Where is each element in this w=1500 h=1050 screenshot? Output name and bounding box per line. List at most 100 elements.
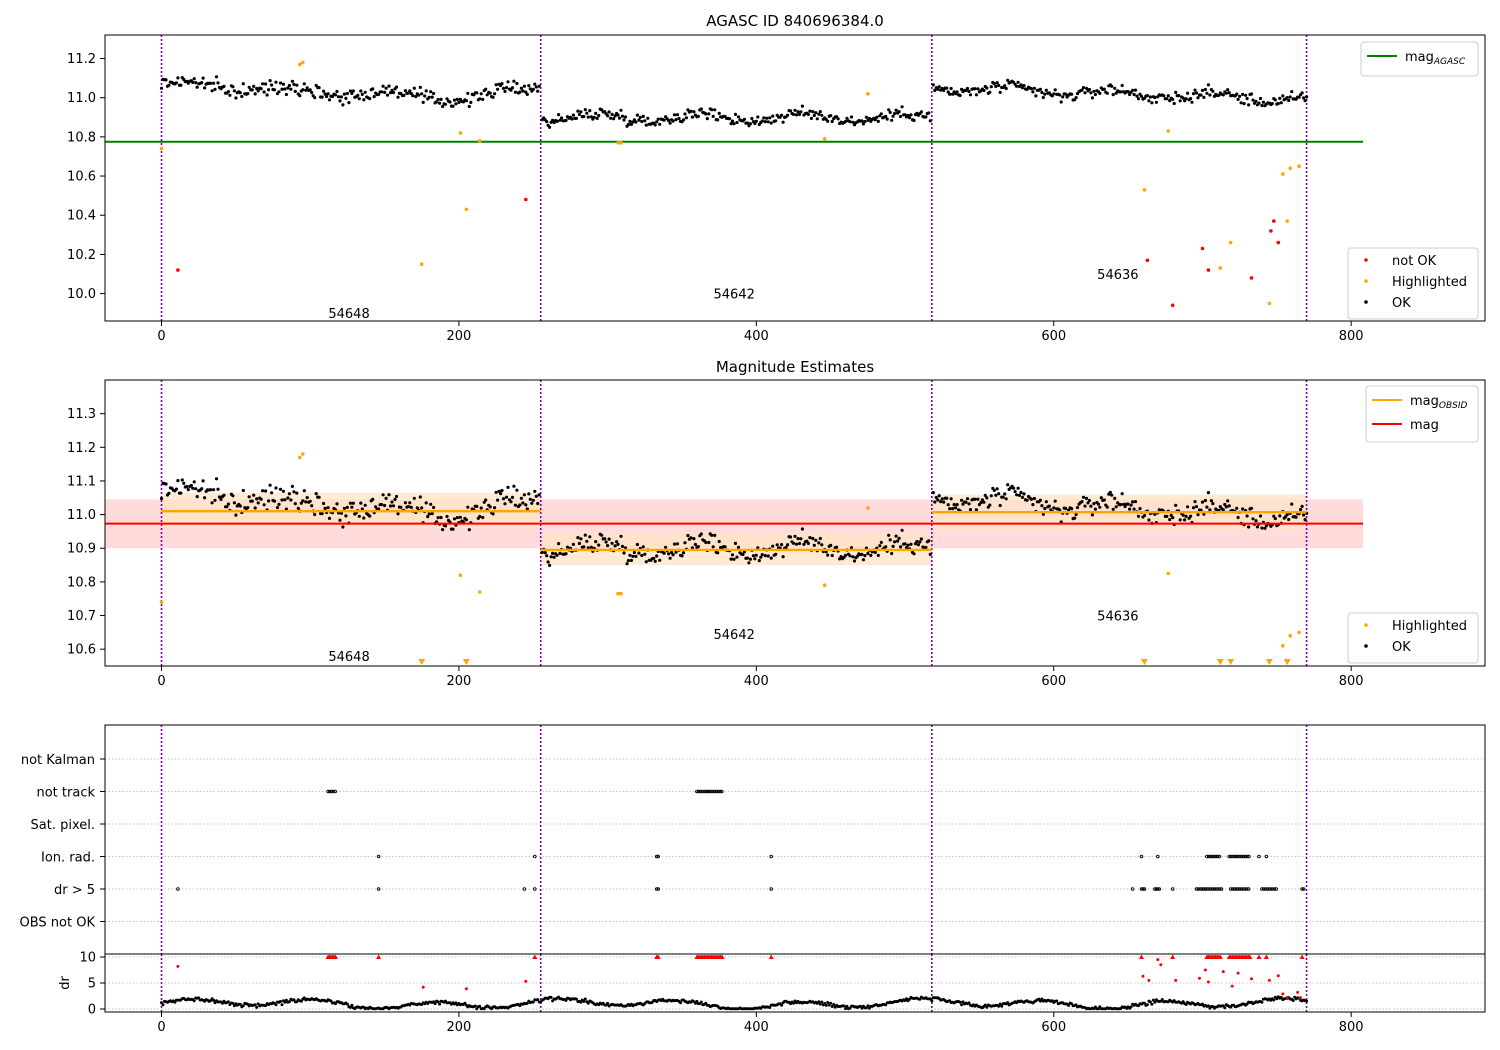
ok-point [792,113,795,116]
ok-point [295,84,298,87]
ok-point [286,496,289,499]
ok-point [932,491,935,494]
ok-point [475,91,478,94]
ok-point [420,92,423,95]
ok-point [829,544,832,547]
ok-point [868,117,871,120]
ok-point [437,98,440,101]
ok-point [1082,86,1085,89]
ok-point [1098,92,1101,95]
ok-point [1238,95,1241,98]
ok-point [880,112,883,115]
ok-point [527,492,530,495]
not-ok-point [176,268,180,272]
ok-point [941,497,944,500]
ok-point [532,499,535,502]
ok-point [686,534,689,537]
ok-point [895,535,898,538]
obsid-label: 54642 [714,628,755,643]
ok-point [466,506,469,509]
flag-marker [1247,888,1250,891]
ok-point [1076,506,1079,509]
ok-point [912,119,915,122]
ok-point [850,115,853,118]
ok-point [495,491,498,494]
dr-point [254,1003,257,1006]
ok-point [202,77,205,80]
ok-point [227,503,230,506]
ok-point [454,102,457,105]
ok-point [1039,499,1042,502]
ok-point [669,122,672,125]
ok-point [255,497,258,500]
ok-point [321,512,324,515]
dr-flagged-point [1174,979,1177,982]
ok-point [411,94,414,97]
ok-point [893,540,896,543]
ok-point [422,101,425,104]
ok-point [505,496,508,499]
ok-point [814,111,817,114]
ok-point [770,557,773,560]
agasc-plot-background: 546485464254636 [105,35,1363,322]
ok-point [444,103,447,106]
ok-point [1243,102,1246,105]
ok-point [770,121,773,124]
agasc-line-legend: magAGASC [1361,42,1478,76]
ok-point [1256,525,1259,528]
dr-flagged-point [465,987,468,990]
ok-point [1091,96,1094,99]
ok-point [408,501,411,504]
x-tick-label: 0 [157,1020,165,1035]
ok-point [389,504,392,507]
ok-point [578,542,581,545]
ok-point [1097,503,1100,506]
ok-point [1042,96,1045,99]
highlighted-point [478,590,482,594]
ok-point [175,488,178,491]
ok-point [1286,96,1289,99]
ok-point [328,517,331,520]
ok-point [582,115,585,118]
ok-point [1246,514,1249,517]
ok-point [929,553,932,556]
dr-flagged-point [176,965,179,968]
ok-point [523,493,526,496]
ok-point [1247,525,1250,528]
dr-point [434,1002,437,1005]
x-tick-label: 200 [447,674,472,689]
dr-flagged-point [1159,963,1162,966]
ok-point [603,537,606,540]
y-tick-label: 10.7 [67,609,96,624]
ok-point [677,117,680,120]
ok-point [566,546,569,549]
ok-point [642,545,645,548]
ok-point [1021,496,1024,499]
ok-point [444,524,447,527]
highlighted-point [1281,644,1285,648]
ok-point [358,97,361,100]
ok-point [761,119,764,122]
ok-point [1137,515,1140,518]
ok-point [640,554,643,557]
y-tick-label: 11.0 [67,508,96,523]
ok-point [1134,500,1137,503]
ok-point [361,93,364,96]
ok-point [385,497,388,500]
ok-point [938,494,941,497]
ok-point [782,555,785,558]
ok-point [807,542,810,545]
ok-point [502,497,505,500]
ok-point [929,119,932,122]
ok-point [947,503,950,506]
ok-point [1094,508,1097,511]
ok-point [291,80,294,83]
ok-point [548,564,551,567]
ok-point [689,110,692,113]
ok-point [938,85,941,88]
ok-point [710,108,713,111]
ok-point [313,96,316,99]
ok-point [663,119,666,122]
legend-marker [1364,258,1368,262]
ok-point [396,96,399,99]
